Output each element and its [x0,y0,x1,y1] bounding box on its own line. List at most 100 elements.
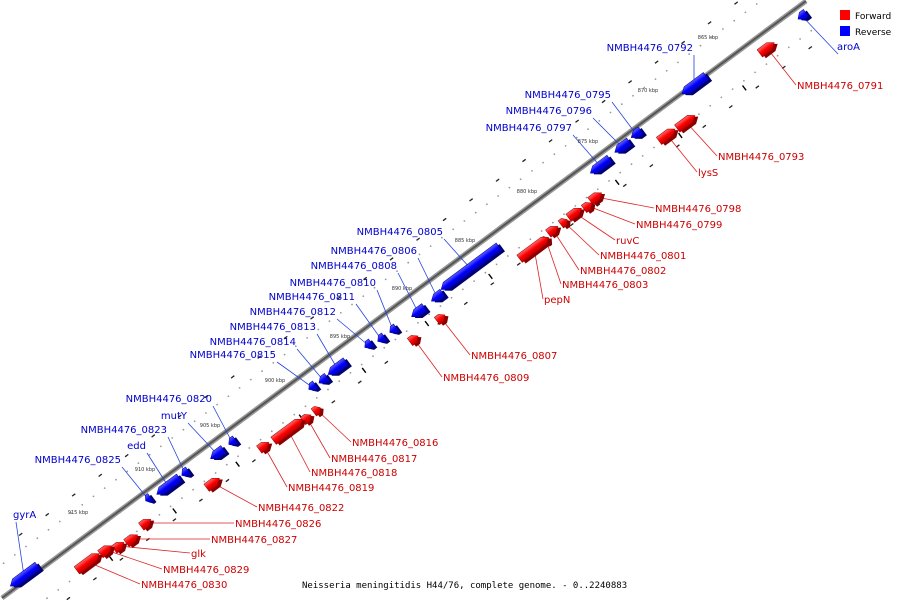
gene-nmbh4476-0827[interactable] [123,530,144,549]
gene-label-nmbh4476-0802[interactable]: NMBH4476_0802 [580,266,666,277]
kbp-tick-label: 900 kbp [265,378,285,384]
gene-label-nmbh4476-0810[interactable]: NMBH4476_0810 [290,278,376,289]
gene-nmbh4476-0805[interactable] [438,242,505,296]
gene-nmbh4476-0813[interactable] [325,357,352,381]
minor-tick [172,518,177,522]
gene-label-nmbh4476-0803[interactable]: NMBH4476_0803 [562,280,648,291]
gene-nmbh4476-0814[interactable] [316,372,334,389]
gene-label-nmbh4476-0798[interactable]: NMBH4476_0798 [655,204,741,215]
guide-dot [463,220,466,222]
gene-pepn[interactable] [516,232,555,264]
gene-nmbh4476-0812[interactable] [362,338,378,354]
gene-label-nmbh4476-0819[interactable]: NMBH4476_0819 [288,483,374,494]
gene-label-nmbh4476-0812[interactable]: NMBH4476_0812 [250,307,336,318]
gene-label-nmbh4476-0792[interactable]: NMBH4476_0792 [607,43,693,54]
gene-label-glk[interactable]: glk [191,549,206,560]
gene-ruvc[interactable] [565,203,588,223]
gene-label-nmbh4476-0809[interactable]: NMBH4476_0809 [443,373,529,384]
gene-label-edd[interactable]: edd [127,441,146,452]
gene-label-nmbh4476-0807[interactable]: NMBH4476_0807 [471,351,557,362]
gene-label-nmbh4476-0815[interactable]: NMBH4476_0815 [190,350,276,361]
gene-nmbh4476-0798[interactable] [587,188,608,207]
gene-label-nmbh4476-0799[interactable]: NMBH4476_0799 [636,220,722,231]
gene-nmbh4476-0792[interactable] [679,71,713,100]
gene-nmbh4476-0795[interactable] [629,126,647,144]
gene-label-nmbh4476-0806[interactable]: NMBH4476_0806 [331,246,417,257]
connector-nmbh4476-0819 [263,445,288,488]
gene-nmbh4476-0799[interactable] [580,198,598,215]
guide-dot [293,413,296,416]
gene-aroa[interactable] [795,8,813,25]
gene-nmbh4476-0820[interactable] [226,435,242,451]
gene-label-ruvc[interactable]: ruvC [616,236,639,247]
gene-arrow [318,373,331,384]
gene-label-nmbh4476-0814[interactable]: NMBH4476_0814 [210,337,296,348]
gene-nmbh4476-0818[interactable] [270,414,309,446]
gene-label-nmbh4476-0795[interactable]: NMBH4476_0795 [525,90,611,101]
gene-label-pepn[interactable]: pepN [544,295,570,306]
gene-nmbh4476-0809[interactable] [406,331,424,348]
gene-nmbh4476-0808[interactable] [409,302,431,322]
gene-label-nmbh4476-0791[interactable]: NMBH4476_0791 [797,81,883,92]
gene-label-nmbh4476-0816[interactable]: NMBH4476_0816 [352,438,438,449]
gene-label-lyss[interactable]: lysS [698,168,718,179]
gene-label-nmbh4476-0793[interactable]: NMBH4476_0793 [718,152,804,163]
gene-label-nmbh4476-0823[interactable]: NMBH4476_0823 [81,425,167,436]
gene-edd[interactable] [154,473,186,501]
gene-label-aroa[interactable]: aroA [837,42,860,53]
gene-label-nmbh4476-0830[interactable]: NMBH4476_0830 [141,580,227,591]
gene-label-nmbh4476-0825[interactable]: NMBH4476_0825 [35,455,121,466]
gene-glk[interactable] [111,538,130,556]
gene-nmbh4476-0806[interactable] [429,288,449,307]
gene-label-nmbh4476-0820[interactable]: NMBH4476_0820 [126,394,212,405]
guide-dot [92,495,95,498]
gene-label-nmbh4476-0817[interactable]: NMBH4476_0817 [331,454,417,465]
gene-nmbh4476-0816[interactable] [310,403,326,419]
gene-nmbh4476-0825[interactable] [143,492,157,506]
gene-label-nmbh4476-0813[interactable]: NMBH4476_0813 [230,322,316,333]
gene-nmbh4476-0826[interactable] [138,515,157,533]
gene-nmbh4476-0791[interactable] [756,38,780,60]
gene-nmbh4476-0823[interactable] [179,466,195,482]
gene-label-muty[interactable]: mutY [161,411,188,422]
gene-label-nmbh4476-0822[interactable]: NMBH4476_0822 [258,503,344,514]
minor-tick [18,532,23,537]
gene-nmbh4476-0830[interactable] [73,549,105,577]
gene-label-nmbh4476-0808[interactable]: NMBH4476_0808 [311,261,397,272]
gene-gyra[interactable] [8,561,44,592]
gene-arrow [565,207,582,222]
gene-nmbh4476-0822[interactable] [203,473,226,493]
gene-nmbh4476-0810[interactable] [387,323,403,339]
gene-label-nmbh4476-0797[interactable]: NMBH4476_0797 [486,123,572,134]
kbp-tick [677,132,683,139]
kbp-tick [235,461,240,468]
gene-nmbh4476-0793[interactable] [674,111,700,135]
gene-nmbh4476-0796[interactable] [612,137,636,159]
gene-nmbh4476-0829[interactable] [97,541,118,560]
gene-label-nmbh4476-0796[interactable]: NMBH4476_0796 [506,106,592,117]
guide-dot [192,488,195,491]
gene-nmbh4476-0801[interactable] [557,215,573,231]
gene-label-nmbh4476-0818[interactable]: NMBH4476_0818 [311,468,397,479]
gene-arrow [156,473,183,495]
gene-nmbh4476-0819[interactable] [256,438,275,456]
gene-nmbh4476-0811[interactable] [375,332,391,348]
gene-nmbh4476-0802[interactable] [545,222,564,240]
gene-arrow [73,553,100,575]
connector-nmbh4476-0822 [212,482,258,508]
gene-nmbh4476-0797[interactable] [588,154,616,179]
gene-label-nmbh4476-0801[interactable]: NMBH4476_0801 [600,251,686,262]
gene-muty[interactable] [208,444,230,464]
gene-label-nmbh4476-0826[interactable]: NMBH4476_0826 [235,519,321,530]
guide-dot [585,196,588,199]
gene-label-nmbh4476-0829[interactable]: NMBH4476_0829 [163,565,249,576]
gene-lyss[interactable] [655,124,681,147]
gene-label-gyra[interactable]: gyrA [13,510,36,521]
gene-label-nmbh4476-0811[interactable]: NMBH4476_0811 [269,292,355,303]
gene-nmbh4476-0807[interactable] [433,310,451,327]
gene-label-nmbh4476-0805[interactable]: NMBH4476_0805 [357,227,443,238]
gene-nmbh4476-0815[interactable] [306,380,322,396]
minor-tick [495,178,500,182]
guide-dot [632,94,634,97]
gene-label-nmbh4476-0827[interactable]: NMBH4476_0827 [211,535,297,546]
